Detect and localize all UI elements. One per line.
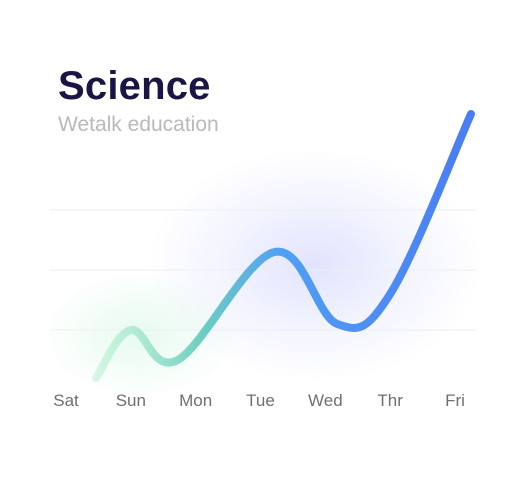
data-point-thr [386, 290, 394, 298]
x-tick-wed: Wed [308, 391, 343, 410]
data-point-fri [467, 110, 475, 118]
data-point-tue [271, 248, 279, 256]
data-point-sun [127, 326, 135, 334]
x-tick-mon: Mon [179, 391, 212, 410]
data-point-mon [174, 356, 182, 364]
chart-subtitle: Wetalk education [58, 113, 219, 136]
x-tick-sat: Sat [53, 391, 79, 410]
data-point-sat [92, 374, 100, 382]
x-axis-ticks: Sat Sun Mon Tue Wed Thr Fri [53, 391, 465, 410]
data-point-wed [333, 320, 341, 328]
grid-lines [50, 209, 475, 331]
x-tick-sun: Sun [116, 391, 146, 410]
series-line [92, 110, 475, 382]
x-tick-tue: Tue [246, 391, 275, 410]
x-tick-fri: Fri [445, 391, 465, 410]
chart-title: Science [58, 64, 211, 108]
x-tick-thr: Thr [377, 391, 403, 410]
